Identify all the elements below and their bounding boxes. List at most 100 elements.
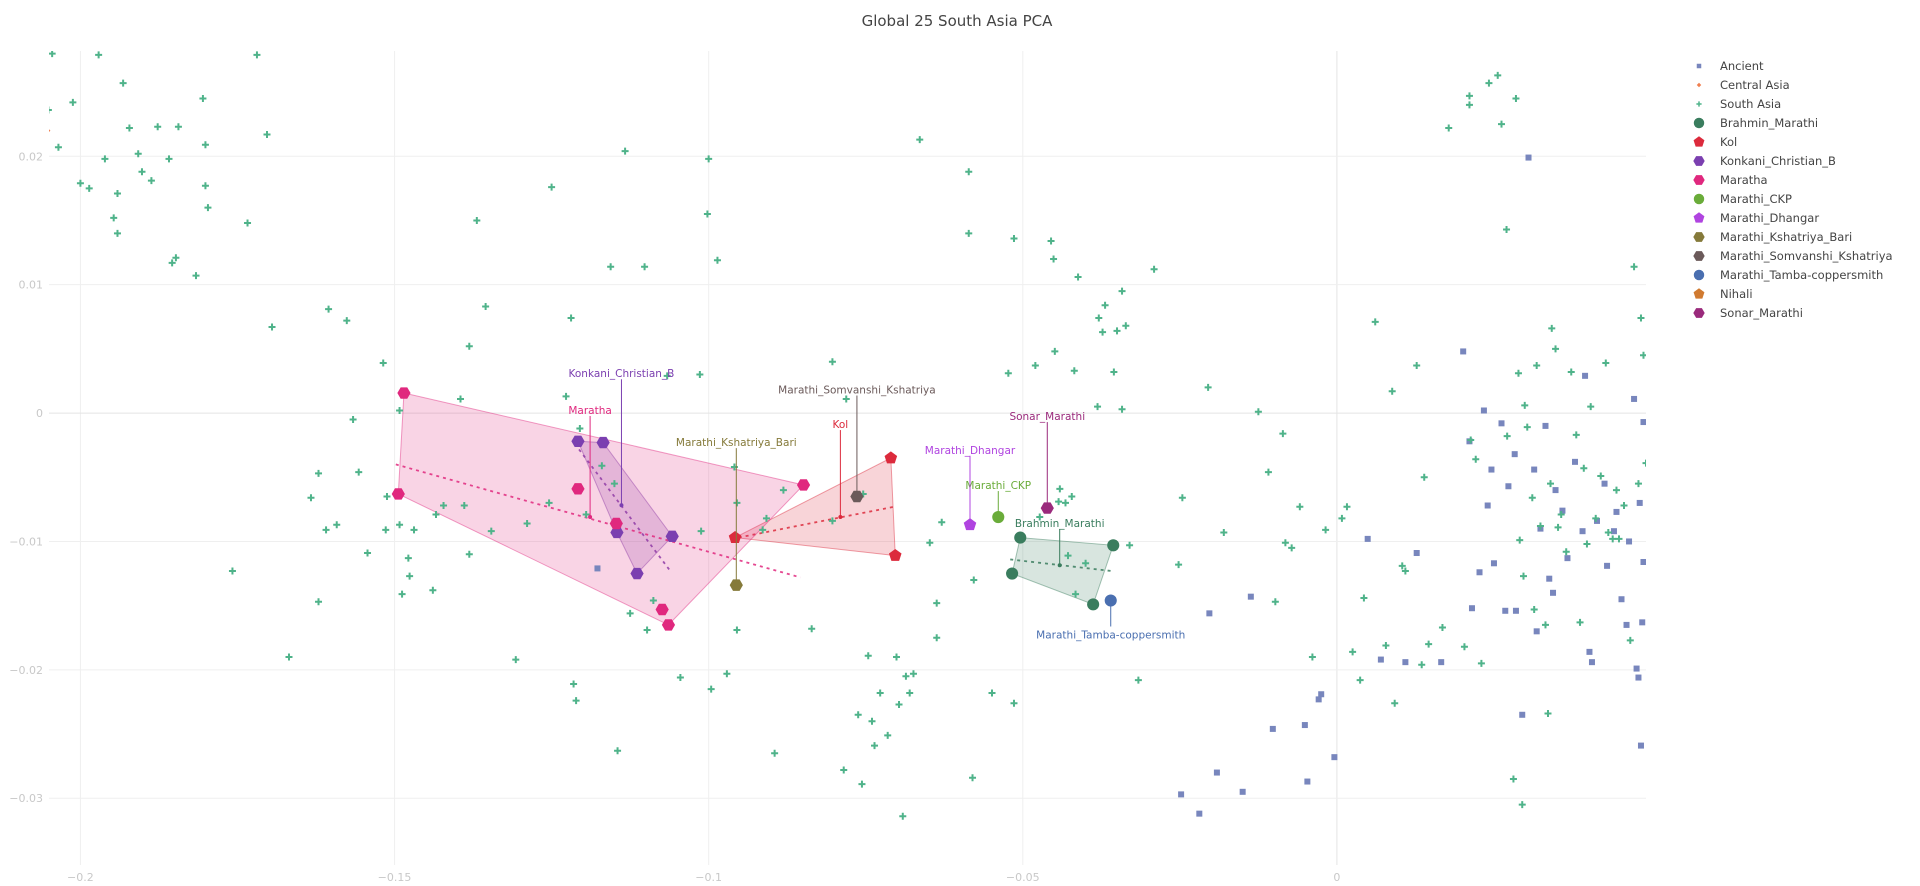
ancient-point	[1639, 619, 1646, 626]
grid	[49, 51, 1646, 865]
legend-item-konkani-christian-b[interactable]: Konkani_Christian_B	[1693, 154, 1836, 168]
south-asia-point	[1338, 514, 1346, 522]
south-asia-point	[1465, 92, 1473, 100]
south-asia-point	[1064, 552, 1072, 560]
south-asia-point	[1101, 301, 1109, 309]
south-asia-point	[621, 147, 629, 155]
kol-annotation-label: Kol	[833, 419, 849, 431]
south-asia-point	[1371, 318, 1379, 326]
south-asia-point	[713, 256, 721, 264]
south-asia-point	[1308, 653, 1316, 661]
marathi-tamba-coppersmith-annotation-label: Marathi_Tamba-coppersmith	[1036, 630, 1185, 642]
legend-item-central-asia[interactable]: Central Asia	[1696, 78, 1790, 92]
south-asia-point	[1279, 430, 1287, 438]
group-hulls	[395, 392, 1114, 626]
south-asia-point	[1175, 561, 1183, 569]
south-asia-point	[1036, 513, 1044, 521]
south-asia-point	[69, 98, 77, 106]
ancient-point	[1304, 778, 1311, 785]
legend-marker-kol	[1693, 136, 1705, 147]
brahmin-marathi-centroid	[1057, 563, 1062, 568]
legend-label: Marathi_Kshatriya_Bari	[1720, 230, 1852, 244]
south-asia-point	[1445, 124, 1453, 132]
south-asia-point	[576, 424, 584, 432]
brahmin-marathi-point	[1006, 567, 1019, 580]
legend-item-marathi-dhangar[interactable]: Marathi_Dhangar	[1693, 211, 1820, 225]
south-asia-point	[965, 168, 973, 176]
south-asia-point	[762, 514, 770, 522]
south-asia-point	[154, 123, 162, 131]
legend-item-marathi-ckp[interactable]: Marathi_CKP	[1693, 192, 1792, 206]
legend-item-marathi-kshatriya-bari[interactable]: Marathi_Kshatriya_Bari	[1693, 230, 1852, 244]
south-asia-point	[1360, 594, 1368, 602]
south-asia-point	[174, 123, 182, 131]
south-asia-point	[828, 358, 836, 366]
legend-item-sonar-marathi[interactable]: Sonar_Marathi	[1693, 306, 1803, 320]
south-asia-point	[697, 527, 705, 535]
kol-point	[884, 451, 898, 464]
ancient-point	[1438, 659, 1445, 666]
legend-item-brahmin-marathi[interactable]: Brahmin_Marathi	[1693, 116, 1818, 130]
y-tick-label: 0.01	[19, 279, 44, 292]
south-asia-point	[1521, 401, 1529, 409]
legend-item-marathi-somvanshi-kshatriya[interactable]: Marathi_Somvanshi_Kshatriya	[1693, 249, 1893, 263]
south-asia-point	[1356, 676, 1364, 684]
south-asia-point	[460, 502, 468, 510]
south-asia-point	[54, 143, 62, 151]
south-asia-point	[333, 521, 341, 529]
south-asia-point	[1388, 387, 1396, 395]
legend-item-kol[interactable]: Kol	[1693, 135, 1738, 149]
south-asia-point	[1391, 699, 1399, 707]
maratha-point	[391, 488, 405, 500]
south-asia-point	[893, 653, 901, 661]
legend-item-ancient[interactable]: Ancient	[1696, 59, 1764, 73]
maratha-point	[661, 619, 676, 631]
south-asia-point	[349, 415, 357, 423]
south-asia-point	[85, 184, 93, 192]
legend[interactable]: Ancient Central Asia South Asia Brahmin_Mar…	[1693, 59, 1893, 320]
legend-label: Marathi_Dhangar	[1720, 211, 1819, 225]
kol-centroid	[838, 515, 843, 520]
ancient-point	[1402, 659, 1409, 666]
south-asia-point	[1572, 431, 1580, 439]
south-asia-point	[487, 527, 495, 535]
ancient-point	[1633, 665, 1640, 672]
legend-label: Marathi_Somvanshi_Kshatriya	[1720, 249, 1893, 263]
south-asia-point	[570, 680, 578, 688]
south-asia-point	[1634, 480, 1642, 488]
south-asia-point	[307, 494, 315, 502]
legend-marker-sonar-marathi	[1693, 308, 1705, 318]
south-asia-point	[1010, 234, 1018, 242]
legend-label: Kol	[1720, 135, 1737, 149]
ancient-point	[1552, 487, 1559, 494]
maratha-point	[609, 517, 623, 530]
south-asia-point	[1609, 535, 1617, 543]
south-asia-point	[138, 168, 146, 176]
south-asia-point	[1118, 405, 1126, 413]
legend-item-marathi-tamba-coppersmith[interactable]: Marathi_Tamba-coppersmith	[1693, 268, 1884, 282]
legend-item-nihali[interactable]: Nihali	[1693, 287, 1753, 301]
ancient-point	[1512, 607, 1519, 614]
south-asia-point	[398, 590, 406, 598]
maratha-annotation-label: Maratha	[568, 405, 611, 417]
south-asia-point	[1548, 324, 1556, 332]
legend-item-south-asia[interactable]: South Asia	[1696, 97, 1781, 111]
south-asia-point	[1296, 503, 1304, 511]
south-asia-point	[854, 711, 862, 719]
legend-item-maratha[interactable]: Maratha	[1693, 173, 1768, 187]
ancient-point	[1466, 438, 1473, 445]
south-asia-point	[204, 204, 212, 212]
south-asia-point	[1134, 676, 1142, 684]
south-asia-point	[1031, 362, 1039, 370]
legend-label: Sonar_Marathi	[1720, 306, 1803, 320]
south-asia-point	[113, 190, 121, 198]
south-asia-point	[771, 749, 779, 757]
marathi-somvanshi-kshatriya-annotation-label: Marathi_Somvanshi_Kshatriya	[778, 385, 936, 397]
south-asia-point	[1220, 528, 1228, 536]
south-asia-point	[965, 229, 973, 237]
south-asia-point	[119, 79, 127, 87]
ancient-point	[1546, 575, 1553, 582]
legend-label: Brahmin_Marathi	[1720, 116, 1818, 130]
south-asia-point	[172, 254, 180, 262]
